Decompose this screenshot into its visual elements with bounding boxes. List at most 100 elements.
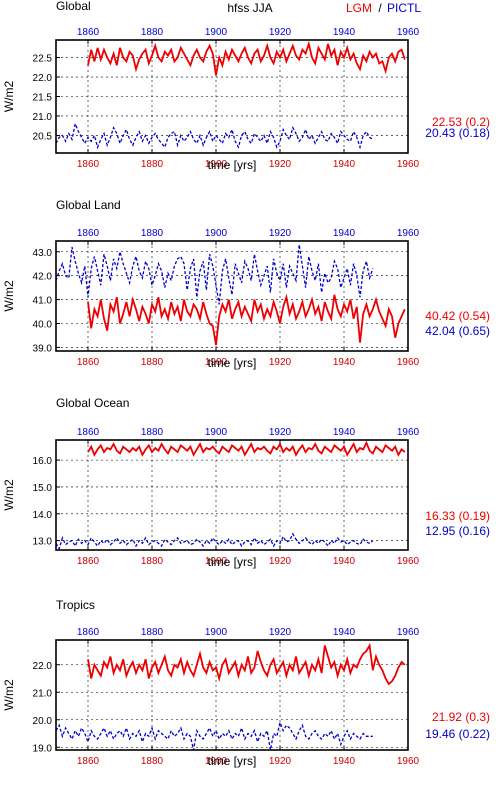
top-x-tick-label: 1880 [141, 627, 164, 638]
series-line-lgm [87, 40, 406, 76]
x-tick-label: 1860 [77, 357, 100, 368]
series-stats-pictl: 20.43 (0.18) [425, 126, 490, 140]
top-x-tick-label: 1940 [333, 228, 356, 239]
y-tick-label: 22.5 [33, 54, 53, 65]
top-x-tick-label: 1900 [205, 27, 228, 38]
legend-separator: / [378, 1, 382, 15]
y-tick-label: 14.0 [33, 510, 53, 521]
x-tick-label: 1900 [205, 756, 228, 767]
plot-frame [55, 439, 409, 551]
top-x-tick-label: 1900 [205, 627, 228, 638]
series-line-lgm [87, 440, 406, 457]
top-x-tick-label: 1900 [205, 228, 228, 239]
series-stats-lgm: 22.53 (0.2) [432, 115, 490, 129]
y-tick-label: 19.0 [33, 743, 53, 754]
y-axis-label: W/m2 [2, 479, 16, 511]
chart-panel: Global Land 1860 1880 1900 1920 1940 1960 1860 1… [2, 198, 490, 370]
series-stats-pictl: 19.46 (0.22) [425, 727, 490, 741]
y-axis-label: W/m2 [2, 81, 16, 113]
series-stats-lgm: 40.42 (0.54) [425, 309, 490, 323]
top-x-tick-label: 1920 [269, 27, 292, 38]
series-line-pictl [55, 720, 373, 751]
series-line-lgm [87, 293, 406, 346]
legend-lgm: LGM [346, 1, 372, 15]
y-tick-label: 20.5 [33, 131, 53, 142]
y-tick-label: 21.0 [33, 112, 53, 123]
y-tick-label: 15.0 [33, 483, 53, 494]
top-x-tick-label: 1940 [333, 427, 356, 438]
top-x-tick-label: 1960 [397, 27, 420, 38]
y-axis-label: W/m2 [2, 679, 16, 711]
x-tick-label: 1940 [333, 159, 356, 170]
top-x-tick-label: 1960 [397, 228, 420, 239]
top-x-tick-label: 1920 [269, 228, 292, 239]
x-tick-label: 1920 [269, 556, 292, 567]
y-tick-label: 21.5 [33, 93, 53, 104]
top-x-tick-label: 1940 [333, 27, 356, 38]
y-tick-label: 16.0 [33, 456, 53, 467]
top-x-tick-label: 1860 [77, 228, 100, 239]
y-axis-label: W/m2 [2, 280, 16, 312]
x-tick-label: 1960 [397, 357, 420, 368]
plot-frame [55, 240, 409, 352]
x-tick-label: 1940 [333, 756, 356, 767]
series-stats-pictl: 12.95 (0.16) [425, 524, 490, 538]
x-tick-label: 1920 [269, 756, 292, 767]
x-tick-label: 1880 [141, 159, 164, 170]
x-axis-label: time [yrs] [208, 754, 257, 768]
series-stats-pictl: 42.04 (0.65) [425, 324, 490, 338]
panel-title: Global Land [56, 198, 121, 212]
x-tick-label: 1940 [333, 357, 356, 368]
chart-panel: Global 1860 1880 1900 1920 1940 1960 1860 1880 19… [2, 0, 490, 172]
y-tick-label: 22.0 [33, 661, 53, 672]
chart-panel: Global Ocean 1860 1880 1900 1920 1940 1960 1860… [2, 396, 490, 569]
plot-frame [55, 639, 409, 751]
y-tick-label: 22.0 [33, 73, 53, 84]
figure-title: hfss JJA [227, 1, 272, 15]
top-x-tick-label: 1960 [397, 627, 420, 638]
top-x-tick-label: 1940 [333, 627, 356, 638]
series-line-pictl [55, 532, 374, 551]
x-axis-label: time [yrs] [208, 555, 257, 569]
panel-title: Global Ocean [56, 396, 129, 410]
x-tick-label: 1940 [333, 556, 356, 567]
y-tick-label: 13.0 [33, 537, 53, 548]
top-x-tick-label: 1900 [205, 427, 228, 438]
x-tick-label: 1880 [141, 556, 164, 567]
top-x-tick-label: 1880 [141, 27, 164, 38]
y-tick-label: 39.0 [33, 343, 53, 354]
x-tick-label: 1860 [77, 556, 100, 567]
series-stats-lgm: 16.33 (0.19) [425, 509, 490, 523]
legend-pictl: PICTL [387, 1, 421, 15]
top-x-tick-label: 1920 [269, 627, 292, 638]
top-x-tick-label: 1860 [77, 627, 100, 638]
y-tick-label: 42.0 [33, 272, 53, 283]
top-x-tick-label: 1920 [269, 427, 292, 438]
x-axis-label: time [yrs] [208, 158, 257, 172]
x-tick-label: 1900 [205, 357, 228, 368]
x-tick-label: 1880 [141, 357, 164, 368]
x-axis-label: time [yrs] [208, 356, 257, 370]
top-x-tick-label: 1960 [397, 427, 420, 438]
top-x-tick-label: 1860 [77, 27, 100, 38]
y-tick-label: 20.0 [33, 716, 53, 727]
x-tick-label: 1860 [77, 756, 100, 767]
x-tick-label: 1860 [77, 159, 100, 170]
y-tick-label: 43.0 [33, 248, 53, 259]
y-tick-label: 21.0 [33, 688, 53, 699]
series-line-pictl [55, 121, 374, 150]
x-tick-label: 1960 [397, 756, 420, 767]
x-tick-label: 1900 [205, 159, 228, 170]
x-tick-label: 1880 [141, 756, 164, 767]
x-tick-label: 1920 [269, 357, 292, 368]
panel-title: Tropics [56, 598, 95, 612]
y-tick-label: 40.0 [33, 320, 53, 331]
x-tick-label: 1960 [397, 159, 420, 170]
x-tick-label: 1960 [397, 556, 420, 567]
top-x-tick-label: 1860 [77, 427, 100, 438]
x-tick-label: 1900 [205, 556, 228, 567]
top-x-tick-label: 1880 [141, 228, 164, 239]
series-stats-lgm: 21.92 (0.3) [432, 710, 490, 724]
chart-panel: Tropics 1860 1880 1900 1920 1940 1960 1860 1880 1… [2, 598, 490, 768]
